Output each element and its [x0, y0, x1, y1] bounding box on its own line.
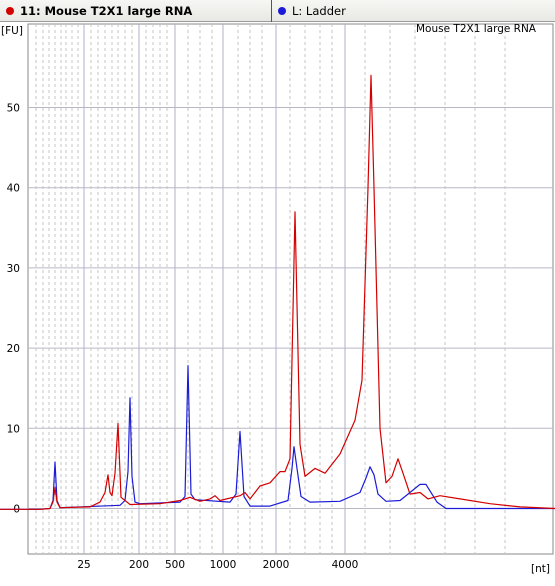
tab-sample-11[interactable]: 11: Mouse T2X1 large RNA: [6, 0, 192, 21]
x-tick-label: 25: [77, 559, 90, 571]
x-tick-labels: 25 200 500 1000 2000 4000: [77, 559, 358, 571]
vertical-grid: [35, 24, 506, 554]
y-tick-label: 30: [7, 263, 20, 275]
ladder-trace-line: [0, 365, 555, 510]
tab-bar: 11: Mouse T2X1 large RNA L: Ladder: [0, 0, 555, 22]
ladder-color-dot-icon: [278, 6, 286, 15]
y-tick-label: 10: [7, 423, 20, 435]
tab-separator: [271, 0, 272, 22]
y-axis-label: [FU]: [1, 25, 23, 37]
x-tick-label: 4000: [332, 559, 359, 571]
y-tick-label: 40: [7, 183, 20, 195]
tab-ladder[interactable]: L: Ladder: [278, 0, 346, 21]
chart-title: Mouse T2X1 large RNA: [416, 23, 537, 35]
sample-color-dot-icon: [6, 6, 14, 15]
x-axis-label: [nt]: [531, 563, 550, 575]
x-tick-label: 2000: [263, 559, 290, 571]
x-tick-label: 500: [165, 559, 185, 571]
tab-ladder-label: L: Ladder: [292, 3, 346, 18]
y-tick-label: 50: [7, 103, 20, 115]
y-tick-label: 20: [7, 343, 20, 355]
series-lines: [0, 74, 555, 510]
sample-trace-line: [0, 74, 555, 510]
tab-sample-11-label: 11: Mouse T2X1 large RNA: [20, 3, 193, 18]
x-tick-label: 200: [129, 559, 149, 571]
x-tick-label: 1000: [210, 559, 237, 571]
